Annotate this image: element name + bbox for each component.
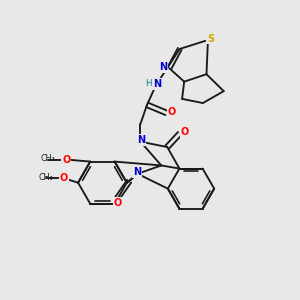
Text: O: O: [60, 173, 68, 183]
Text: N: N: [159, 62, 167, 72]
Text: O: O: [62, 154, 70, 164]
Text: O: O: [181, 128, 189, 137]
Text: O: O: [114, 198, 122, 208]
Text: CH₃: CH₃: [41, 154, 56, 163]
Text: N: N: [137, 135, 146, 145]
Text: CH₃: CH₃: [39, 172, 53, 182]
Text: O: O: [168, 107, 176, 117]
Text: N: N: [133, 167, 141, 177]
Text: H: H: [145, 79, 152, 88]
Text: N: N: [153, 79, 161, 89]
Text: S: S: [207, 34, 214, 44]
